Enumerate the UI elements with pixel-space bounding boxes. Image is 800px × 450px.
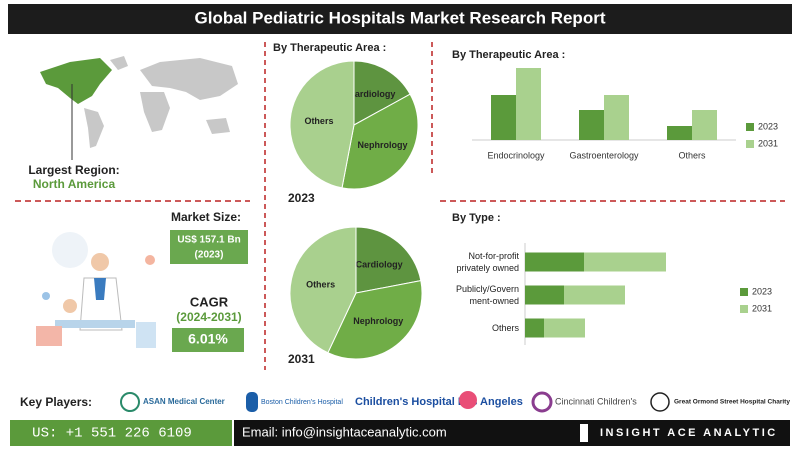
bar-segment (564, 285, 625, 305)
logo-icon (650, 392, 670, 412)
phone: US: +1 551 226 6109 (32, 426, 192, 442)
market-size-box (170, 230, 248, 264)
pie-slice (341, 93, 419, 190)
pie-slice (355, 226, 422, 294)
market-size-label: Market Size: (171, 210, 241, 224)
slice-label: Cardiology (356, 259, 403, 269)
legend-label: 2031 (758, 138, 778, 148)
player: Cincinnati Children's (555, 396, 637, 406)
legend-swatch (740, 288, 748, 296)
player: ASAN Medical Center (143, 397, 225, 406)
logo-icon (246, 392, 258, 412)
pie-year: 2023 (288, 191, 315, 205)
footer-bar (234, 420, 790, 446)
region-value: North America (33, 177, 116, 191)
bar-segment (525, 285, 564, 305)
cagr-value: 6.01% (188, 331, 228, 347)
y-tick-label: Publicly/Govern ment-owned (455, 284, 519, 306)
doctor-illustration (36, 232, 156, 348)
bar-segment (525, 318, 544, 338)
y-tick-label: Others (491, 323, 519, 333)
player: Great Ormond Street Hospital Charity (674, 399, 790, 406)
region-label: Largest Region: (28, 163, 119, 177)
pie-year: 2031 (288, 352, 315, 366)
key-players-label: Key Players: (20, 395, 92, 409)
y-tick-label: Not-for-profit privately owned (456, 251, 519, 273)
world-map (40, 56, 238, 160)
pie-slice (353, 60, 411, 126)
cagr-box (172, 328, 244, 352)
bar-segment (525, 252, 584, 272)
phone-box (10, 420, 232, 446)
bar (692, 110, 717, 140)
legend-swatch (740, 305, 748, 313)
brand-icon (580, 424, 588, 442)
slice-label: Nephrology (357, 140, 407, 150)
player: Boston Children's Hospital (261, 399, 343, 406)
bar (491, 95, 516, 140)
bar (667, 126, 692, 140)
bar (516, 68, 541, 140)
title-bar (8, 4, 792, 34)
x-tick-label: Endocrinology (487, 150, 545, 160)
x-tick-label: Gastroenterology (569, 150, 639, 160)
slice-label: Nephrology (353, 316, 403, 326)
bar (604, 95, 629, 140)
legend-label: 2031 (752, 303, 772, 313)
market-size-year: (2023) (195, 250, 224, 261)
bar-segment (584, 252, 666, 272)
x-tick-label: Others (678, 150, 706, 160)
slice-label: Cardiology (348, 89, 395, 99)
slice-label: Others (304, 116, 333, 126)
chart-title: By Therapeutic Area : (452, 49, 565, 61)
chart-title: By Therapeutic Area : (273, 42, 386, 54)
legend-label: 2023 (752, 286, 772, 296)
bar-segment (544, 318, 585, 338)
slice-label: Others (306, 279, 335, 289)
brand: INSIGHT ACE ANALYTIC (600, 427, 778, 439)
pie-slice (289, 226, 357, 354)
title: Global Pediatric Hospitals Market Resear… (195, 8, 606, 27)
logo-icon (459, 391, 477, 409)
cagr-label: CAGR (190, 294, 229, 309)
logo-icon (120, 392, 140, 412)
chart-title: By Type : (452, 212, 501, 224)
bar (579, 110, 604, 140)
cagr-period: (2024-2031) (176, 310, 241, 324)
market-size-value: US$ 157.1 Bn (177, 235, 240, 246)
pie-slice (327, 280, 423, 360)
pie-slice (289, 60, 355, 189)
email: Email: info@insightaceanalytic.com (242, 424, 447, 439)
legend-label: 2023 (758, 121, 778, 131)
logo-icon (531, 391, 553, 413)
legend-swatch (746, 123, 754, 131)
legend-swatch (746, 140, 754, 148)
player: Children's Hospital Los Angeles (355, 396, 523, 408)
